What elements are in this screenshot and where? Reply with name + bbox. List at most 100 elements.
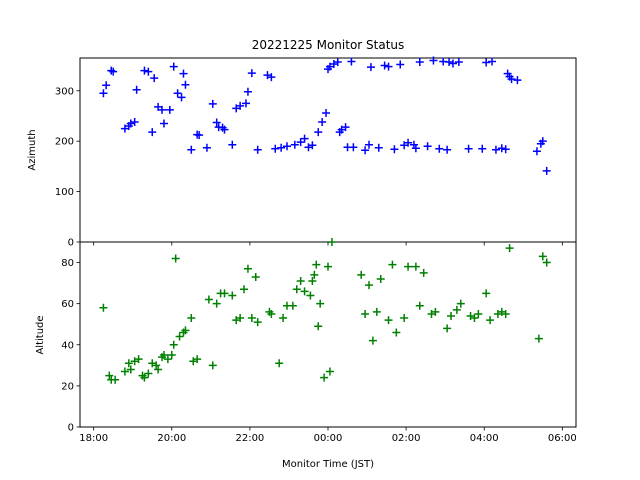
azimuth-point: [247, 69, 256, 78]
azimuth-point: [241, 99, 250, 108]
altitude-point: [187, 314, 196, 323]
altitude-point: [312, 260, 321, 269]
altitude-point: [134, 355, 143, 364]
x-tick-label: 20:00: [157, 433, 186, 444]
altitude-point: [111, 375, 120, 384]
azimuth-point: [365, 140, 374, 149]
azimuth-point: [497, 144, 506, 153]
azimuth-point: [150, 74, 159, 83]
altitude-y-tick-label: 80: [61, 258, 74, 269]
altitude-point: [452, 305, 461, 314]
altitude-point: [411, 262, 420, 271]
altitude-point: [243, 264, 252, 273]
altitude-point: [372, 307, 381, 316]
altitude-point: [99, 303, 108, 312]
azimuth-point: [202, 143, 211, 152]
altitude-point: [220, 289, 229, 298]
azimuth-point: [488, 57, 497, 66]
altitude-point: [228, 291, 237, 300]
altitude-point: [365, 281, 374, 290]
azimuth-point: [411, 144, 420, 153]
azimuth-point: [308, 141, 317, 150]
altitude-point: [169, 340, 178, 349]
azimuth-point: [144, 67, 153, 76]
x-tick-label: 06:00: [548, 433, 577, 444]
azimuth-series: [99, 56, 551, 175]
altitude-point: [310, 270, 319, 279]
azimuth-point: [507, 75, 516, 84]
azimuth-point: [390, 145, 399, 154]
axes: 0 100 200 300 0 20 40 60 80 18:00 20:00 22:00 00:00 0…: [55, 86, 577, 444]
altitude-point: [505, 244, 514, 253]
altitude-point: [308, 277, 317, 286]
azimuth-point: [404, 138, 413, 147]
altitude-point: [247, 314, 256, 323]
azimuth-axis-title: Azimuth: [27, 129, 38, 170]
altitude-point: [482, 289, 491, 298]
azimuth-point: [333, 58, 342, 67]
azimuth-point: [220, 125, 229, 134]
azimuth-point: [177, 93, 186, 102]
azimuth-point: [532, 147, 541, 156]
altitude-point: [154, 365, 163, 374]
altitude-point: [447, 312, 456, 320]
altitude-point: [314, 322, 323, 331]
altitude-point: [292, 285, 301, 294]
altitude-point: [443, 324, 452, 333]
altitude-point: [120, 367, 129, 376]
altitude-y-tick-label: 40: [61, 340, 74, 351]
altitude-point: [456, 299, 465, 308]
azimuth-point: [140, 66, 149, 75]
azimuth-point: [187, 145, 196, 154]
x-tick-label: 02:00: [392, 433, 421, 444]
azimuth-point: [296, 138, 305, 147]
azimuth-y-tick-label: 200: [55, 137, 74, 148]
azimuth-point: [380, 61, 389, 70]
altitude-point: [159, 351, 168, 360]
altitude-point: [392, 328, 401, 337]
azimuth-point: [318, 118, 327, 127]
altitude-point: [368, 336, 377, 345]
azimuth-point: [304, 143, 313, 152]
azimuth-point: [158, 105, 167, 114]
azimuth-point: [181, 80, 190, 89]
altitude-point: [208, 361, 217, 370]
altitude-point: [288, 301, 297, 310]
azimuth-point: [374, 143, 383, 152]
azimuth-point: [99, 89, 108, 98]
azimuth-point: [282, 142, 291, 151]
azimuth-point: [445, 58, 454, 67]
altitude-point: [404, 262, 413, 271]
altitude-point: [327, 238, 336, 246]
altitude-point: [175, 332, 184, 341]
altitude-point: [419, 268, 428, 277]
azimuth-point: [102, 81, 111, 90]
altitude-point: [236, 314, 245, 323]
azimuth-point: [165, 105, 174, 114]
altitude-point: [251, 272, 260, 281]
azimuth-point: [236, 101, 245, 110]
altitude-series: [99, 238, 551, 384]
azimuth-y-tick-label: 0: [68, 238, 74, 249]
azimuth-point: [429, 56, 438, 65]
altitude-point: [181, 326, 190, 335]
altitude-axis-title: Altitude: [35, 315, 46, 354]
altitude-point: [144, 369, 153, 378]
x-tick-label: 18:00: [79, 433, 108, 444]
azimuth-point: [366, 63, 375, 72]
azimuth-point: [148, 128, 157, 137]
azimuth-point: [491, 145, 500, 154]
altitude-point: [193, 355, 202, 364]
azimuth-point: [179, 69, 188, 78]
azimuth-point: [349, 143, 358, 152]
altitude-point: [431, 307, 440, 316]
azimuth-point: [513, 76, 522, 85]
altitude-point: [470, 314, 479, 323]
altitude-point: [163, 355, 172, 364]
altitude-point: [320, 373, 329, 382]
altitude-point: [126, 365, 135, 374]
azimuth-point: [435, 144, 444, 153]
altitude-point: [240, 285, 249, 294]
azimuth-point: [361, 146, 370, 155]
